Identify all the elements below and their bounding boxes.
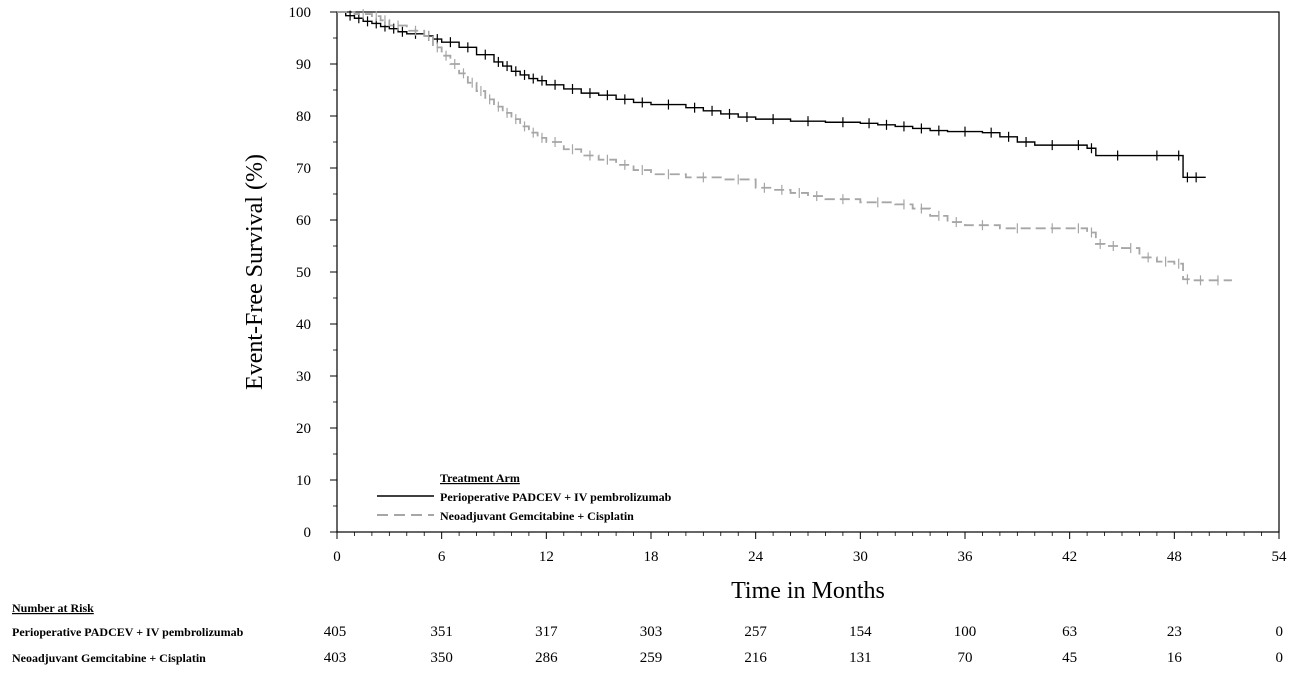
x-tick-label: 54 bbox=[1272, 549, 1288, 565]
number-at-risk-table: Number at Risk Perioperative PADCEV + IV… bbox=[12, 601, 1283, 666]
x-tick-label: 30 bbox=[853, 549, 868, 565]
x-tick-label: 48 bbox=[1167, 549, 1182, 565]
risk-value: 0 bbox=[1276, 650, 1284, 666]
x-axis: 0 6 12 18 24 30 36 42 48 54 bbox=[333, 532, 1287, 565]
risk-value: 216 bbox=[744, 650, 767, 666]
y-tick-label: 0 bbox=[304, 525, 312, 541]
x-tick-label: 6 bbox=[438, 549, 446, 565]
y-tick-label: 80 bbox=[296, 109, 311, 125]
risk-value: 100 bbox=[954, 624, 977, 640]
y-tick-label: 40 bbox=[296, 317, 311, 333]
risk-value: 0 bbox=[1276, 624, 1284, 640]
y-tick-label: 90 bbox=[296, 57, 311, 73]
risk-value: 405 bbox=[324, 624, 347, 640]
x-tick-label: 42 bbox=[1062, 549, 1077, 565]
legend: Treatment Arm Perioperative PADCEV + IV … bbox=[377, 471, 672, 523]
x-tick-label: 24 bbox=[748, 549, 764, 565]
risk-value: 45 bbox=[1062, 650, 1077, 666]
risk-value: 259 bbox=[640, 650, 663, 666]
legend-label-padcev: Perioperative PADCEV + IV pembrolizumab bbox=[440, 490, 672, 504]
risk-value: 131 bbox=[849, 650, 872, 666]
x-tick-label: 12 bbox=[539, 549, 554, 565]
y-tick-label: 10 bbox=[296, 473, 311, 489]
y-tick-label: 70 bbox=[296, 161, 311, 177]
risk-value: 350 bbox=[430, 650, 453, 666]
risk-table-title: Number at Risk bbox=[12, 601, 94, 615]
risk-value: 303 bbox=[640, 624, 663, 640]
risk-value: 16 bbox=[1167, 650, 1183, 666]
risk-value: 23 bbox=[1167, 624, 1182, 640]
y-tick-label: 20 bbox=[296, 421, 311, 437]
survival-curves bbox=[337, 9, 1232, 286]
risk-row-label-gemcitabine: Neoadjuvant Gemcitabine + Cisplatin bbox=[12, 651, 206, 665]
x-tick-label: 0 bbox=[333, 549, 341, 565]
risk-value: 286 bbox=[535, 650, 558, 666]
legend-title: Treatment Arm bbox=[440, 471, 520, 485]
legend-label-gemcitabine: Neoadjuvant Gemcitabine + Cisplatin bbox=[440, 509, 634, 523]
y-tick-label: 100 bbox=[289, 5, 312, 21]
risk-value: 257 bbox=[744, 624, 767, 640]
plot-frame bbox=[336, 11, 1280, 533]
series-line-gemcitabine bbox=[337, 11, 1232, 282]
x-tick-label: 18 bbox=[644, 549, 659, 565]
risk-value: 70 bbox=[958, 650, 973, 666]
risk-value: 403 bbox=[324, 650, 347, 666]
risk-value: 317 bbox=[535, 624, 558, 640]
y-axis: 0 10 20 30 40 50 60 70 80 90 100 bbox=[289, 5, 337, 541]
series-line-padcev bbox=[337, 11, 1206, 179]
risk-value: 154 bbox=[849, 624, 872, 640]
risk-value: 351 bbox=[430, 624, 453, 640]
x-axis-title: Time in Months bbox=[731, 578, 885, 604]
y-axis-title: Event-Free Survival (%) bbox=[242, 154, 268, 390]
risk-row-label-padcev: Perioperative PADCEV + IV pembrolizumab bbox=[12, 625, 244, 639]
y-tick-label: 50 bbox=[296, 265, 311, 281]
y-tick-label: 30 bbox=[296, 369, 311, 385]
y-tick-label: 60 bbox=[296, 213, 311, 229]
x-tick-label: 36 bbox=[958, 549, 974, 565]
risk-values: 405 351 317 303 257 154 100 63 23 0 403 350 286 259 21… bbox=[324, 624, 1283, 666]
risk-value: 63 bbox=[1062, 624, 1077, 640]
